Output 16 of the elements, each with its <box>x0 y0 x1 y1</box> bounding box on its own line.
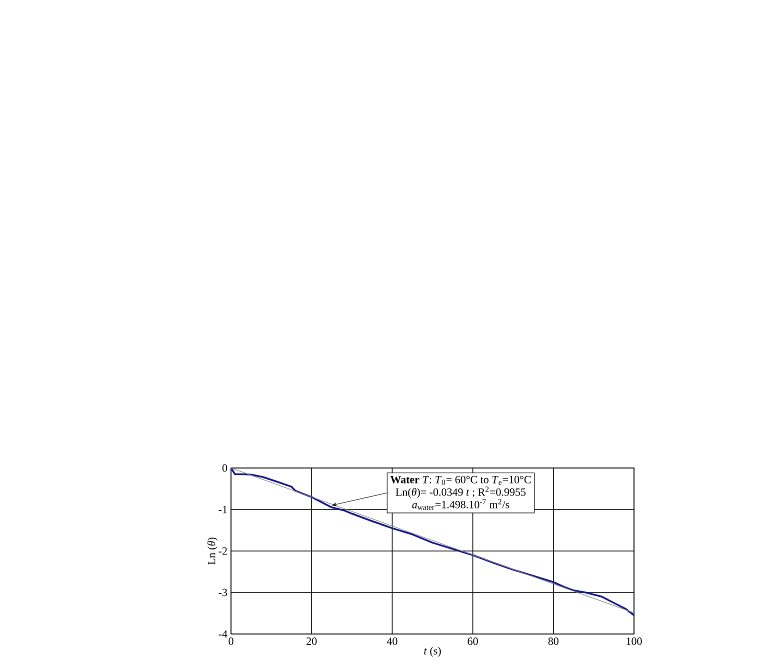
x-axis-title: t (s) <box>424 646 441 657</box>
y-tick-label: -4 <box>218 630 228 638</box>
x-tick-label: 80 <box>548 638 558 645</box>
x-tick-label: 0 <box>228 638 234 645</box>
x-tick-label: 40 <box>386 638 398 645</box>
annotation: Ln(θ)= -0.0349 t ; R$^{2}$=0.9955 <box>396 486 526 498</box>
y-tick-label: -2 <box>218 547 227 555</box>
x-tick-label: 100 <box>626 638 642 645</box>
x-tick-label: 20 <box>306 638 317 645</box>
annotation: a$_{water}$=1.498.10$^{-7}$ m$^{2}$/s <box>412 499 510 510</box>
y-axis-title: Ln (θ) <box>207 538 218 565</box>
x-tick-label: 60 <box>468 638 478 645</box>
text: Water T: T$_{0}$= 60°C to T$_{e}$=10°C <box>390 476 531 485</box>
y-tick-label: 0 <box>222 464 228 472</box>
y-tick-label: -1 <box>218 506 227 514</box>
y-tick-label: -3 <box>218 588 228 596</box>
